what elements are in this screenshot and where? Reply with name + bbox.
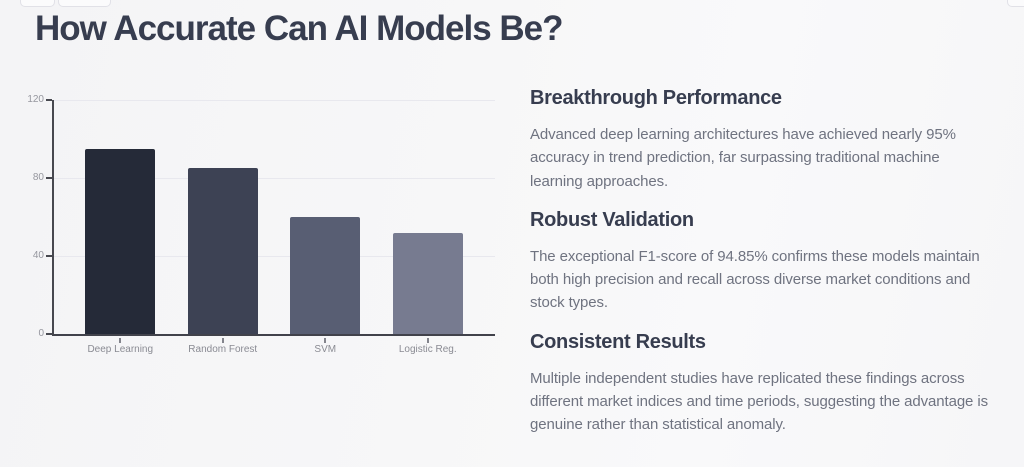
section-heading: Robust Validation	[530, 208, 694, 231]
accuracy-bar-chart: 0 40 80 120 Deep Learning Random Forest SVM Log…	[27, 94, 495, 355]
gridline	[54, 100, 495, 101]
x-axis-tick	[324, 338, 327, 343]
y-axis-tick-label: 120	[27, 94, 44, 105]
y-axis-tick	[46, 177, 52, 179]
x-axis-tick	[119, 338, 122, 343]
x-axis-category-label: Random Forest	[188, 344, 258, 355]
y-axis-tick	[46, 99, 52, 101]
section-body: Advanced deep learning architectures hav…	[530, 126, 956, 190]
cropped-toolbar-button-left-1[interactable]	[20, 0, 55, 7]
cropped-toolbar-button-right[interactable]	[1007, 0, 1024, 7]
section-heading: Breakthrough Performance	[530, 87, 782, 109]
chart-bar	[187, 168, 258, 334]
section-robust-validation: Robust Validation The exceptional F1-sco…	[530, 208, 1024, 315]
y-axis-tick-label: 0	[38, 328, 44, 339]
page-title: How Accurate Can AI Models Be?	[35, 9, 564, 48]
x-axis-category-label: SVM	[314, 344, 337, 355]
cropped-toolbar-button-left-2[interactable]	[58, 0, 111, 7]
y-axis-tick	[46, 333, 52, 335]
y-axis-tick-label: 80	[32, 172, 44, 183]
gridline	[54, 178, 495, 179]
chart-bar	[85, 148, 156, 334]
gridline	[54, 256, 495, 257]
x-axis-category-label: Deep Learning	[87, 344, 154, 355]
text-column: Breakthrough Performance Advanced deep l…	[530, 86, 1024, 452]
x-axis-tick	[426, 338, 429, 343]
x-axis-category-label: Logistic Reg.	[398, 344, 457, 355]
y-axis-tick-label: 40	[32, 250, 44, 261]
x-axis-tick	[221, 338, 224, 343]
chart-bar	[290, 217, 361, 334]
chart-bar	[392, 232, 463, 334]
section-body: The exceptional F1-score of 94.85% confi…	[530, 247, 980, 312]
section-body: Multiple independent studies have replic…	[530, 369, 989, 434]
section-breakthrough-performance: Breakthrough Performance Advanced deep l…	[530, 86, 1024, 193]
section-consistent-results: Consistent Results Multiple independent …	[530, 330, 1024, 437]
section-heading: Consistent Results	[530, 330, 706, 353]
y-axis-tick	[46, 255, 52, 257]
